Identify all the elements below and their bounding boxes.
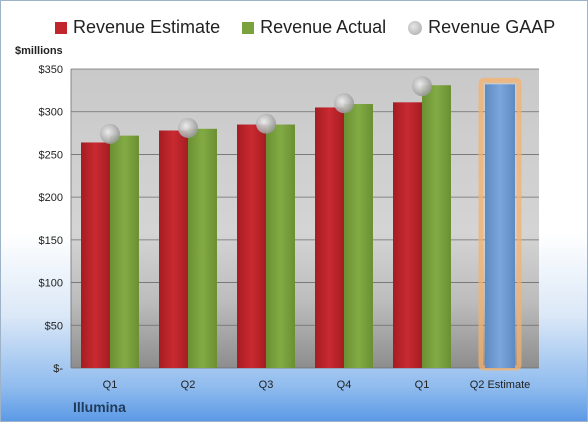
bar-revenue-actual — [110, 135, 139, 368]
legend-swatch-gaap — [408, 20, 423, 35]
x-tick-label: Q1 — [103, 379, 118, 391]
legend-label-gaap: Revenue GAAP — [428, 17, 556, 37]
x-tick-label: Q2 Estimate — [470, 379, 531, 391]
y-tick-label: $50 — [45, 320, 63, 332]
bar-revenue-actual — [344, 104, 373, 369]
y-tick-label: $150 — [39, 235, 63, 247]
y-tick-label: $350 — [39, 64, 63, 76]
marker-revenue-gaap — [178, 117, 198, 138]
bar-revenue-actual — [266, 124, 295, 369]
bar-revenue-estimate — [81, 142, 110, 368]
chart-legend: Revenue Estimate Revenue Actual Revenue … — [55, 17, 577, 38]
bar-revenue-estimate — [237, 124, 266, 369]
legend-item-estimate: Revenue Estimate — [55, 17, 220, 38]
plot-area — [71, 69, 539, 368]
x-tick-label: Q2 — [181, 379, 196, 391]
y-tick-label: $300 — [39, 107, 63, 119]
legend-label-actual: Revenue Actual — [260, 17, 387, 37]
legend-label-estimate: Revenue Estimate — [73, 17, 221, 37]
bar-revenue-estimate — [393, 102, 422, 369]
y-tick-label: $200 — [39, 192, 63, 204]
legend-swatch-estimate — [55, 21, 67, 34]
legend-swatch-actual — [242, 21, 255, 34]
legend-item-gaap: Revenue GAAP — [408, 17, 555, 38]
bar-revenue-estimate — [159, 130, 188, 368]
x-tick-label: Q3 — [259, 379, 274, 391]
legend-item-actual: Revenue Actual — [242, 17, 386, 38]
company-name: Illumina — [73, 399, 126, 415]
y-axis-unit-label: $millions — [15, 45, 63, 57]
x-tick-label: Q4 — [337, 379, 352, 391]
y-tick-label: $- — [53, 363, 63, 375]
bar-q2-estimate — [485, 84, 515, 369]
bar-revenue-actual — [188, 128, 217, 368]
marker-revenue-gaap — [256, 113, 276, 134]
marker-revenue-gaap — [334, 93, 354, 114]
y-tick-label: $100 — [39, 278, 63, 290]
bar-revenue-actual — [422, 85, 451, 368]
x-tick-label: Q1 — [415, 379, 430, 391]
marker-revenue-gaap — [100, 123, 120, 144]
y-tick-label: $250 — [39, 149, 63, 161]
bar-revenue-estimate — [315, 107, 344, 368]
marker-revenue-gaap — [412, 76, 432, 97]
